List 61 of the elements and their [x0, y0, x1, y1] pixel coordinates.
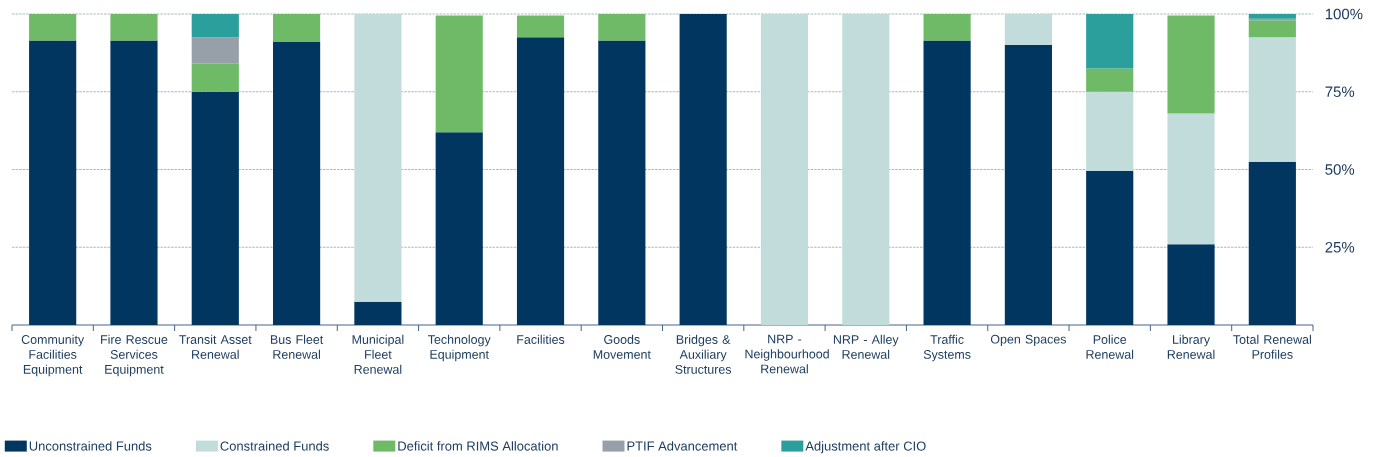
bar — [516, 37, 565, 325]
y-tick-label: 50% — [1325, 164, 1355, 175]
bar — [1248, 37, 1296, 162]
x-tick-label: Goods Movement — [593, 334, 651, 359]
bar — [598, 14, 646, 41]
bar — [1248, 14, 1296, 19]
x-tick-label: Total Renewal Profiles — [1233, 334, 1311, 359]
bar — [1004, 45, 1052, 325]
bar — [1086, 14, 1134, 69]
bar — [923, 14, 971, 41]
bar — [110, 14, 158, 41]
bar — [1086, 68, 1134, 92]
bar — [923, 40, 971, 325]
bar — [1167, 244, 1215, 325]
y-tick-label: 100% — [1325, 8, 1363, 20]
bar — [760, 14, 809, 325]
bar — [679, 14, 727, 325]
bar — [1167, 15, 1215, 114]
legend-label: Deficit from RIMS Allocation — [398, 441, 558, 451]
bar — [435, 132, 483, 325]
bar — [191, 14, 239, 38]
x-tick-label: NRP - Alley Renewal — [833, 334, 899, 359]
x-tick-label: Community Facilities Equipment — [21, 334, 85, 377]
bar — [1248, 20, 1296, 38]
x-tick-label: Bus Fleet Renewal — [270, 334, 324, 359]
x-tick-label: Municipal Fleet Renewal — [352, 334, 404, 374]
x-tick-label: Traffic Systems — [923, 334, 971, 362]
y-tick-label: 75% — [1325, 86, 1355, 97]
x-tick-label: Fire Rescue Services Equipment — [101, 334, 168, 377]
x-tick-label: NRP - Neighbourhood Renewal — [745, 334, 829, 374]
x-tick-label: Transit Asset Renewal — [179, 334, 252, 359]
bar — [110, 40, 158, 325]
bar — [354, 14, 402, 302]
x-tick-label: Technology Equipment — [428, 334, 491, 362]
x-tick-label: Facilities — [517, 334, 565, 344]
x-tick-label: Bridges & Auxiliary Structures — [675, 334, 732, 374]
bar — [1167, 113, 1215, 245]
bar — [1086, 91, 1134, 172]
legend-label: Constrained Funds — [220, 441, 329, 451]
x-tick-label: Police Renewal — [1086, 334, 1134, 359]
bar — [273, 41, 321, 325]
legend-label: PTIF Advancement — [627, 441, 738, 451]
bar — [435, 15, 483, 133]
bar — [354, 301, 402, 325]
bar — [842, 14, 890, 325]
legend-label: Adjustment after CIO — [805, 441, 926, 454]
bar — [598, 40, 646, 325]
bar — [29, 40, 77, 325]
x-tick-label: Open Spaces — [990, 334, 1067, 347]
legend-label: Unconstrained Funds — [29, 441, 152, 451]
bar — [1004, 14, 1052, 46]
bar — [29, 14, 77, 41]
bar — [273, 14, 321, 42]
bar — [1248, 161, 1296, 325]
bar — [1086, 171, 1134, 325]
bar — [191, 91, 239, 325]
y-tick-label: 25% — [1325, 241, 1355, 253]
bar — [516, 15, 565, 38]
bar — [191, 63, 239, 92]
bar — [191, 37, 239, 64]
x-tick-label: Library Renewal — [1167, 334, 1215, 359]
